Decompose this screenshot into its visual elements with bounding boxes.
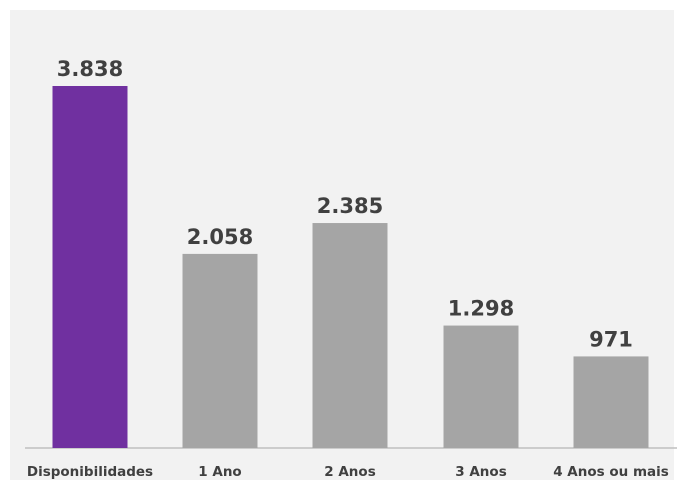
bar-2 — [312, 223, 388, 448]
bar-0 — [52, 86, 128, 448]
value-label-1: 2.058 — [187, 225, 253, 249]
value-label-3: 1.298 — [448, 297, 514, 321]
category-label-4: 4 Anos ou mais — [553, 464, 669, 480]
category-label-1: 1 Ano — [198, 464, 241, 480]
category-label-3: 3 Anos — [455, 464, 506, 480]
bar-1 — [182, 253, 258, 448]
bar-4 — [573, 356, 649, 448]
category-label-0: Disponibilidades — [27, 464, 153, 480]
value-label-2: 2.385 — [317, 194, 383, 218]
category-labels-group: Disponibilidades 1 Ano 2 Anos 3 Anos 4 Anos … — [27, 464, 669, 480]
bars-group — [52, 86, 649, 448]
category-label-2: 2 Anos — [324, 464, 375, 480]
bar-3 — [443, 325, 519, 448]
value-label-0: 3.838 — [57, 57, 123, 81]
value-labels-group: 3.838 2.058 2.385 1.298 971 — [57, 57, 633, 351]
value-label-4: 971 — [589, 327, 633, 351]
